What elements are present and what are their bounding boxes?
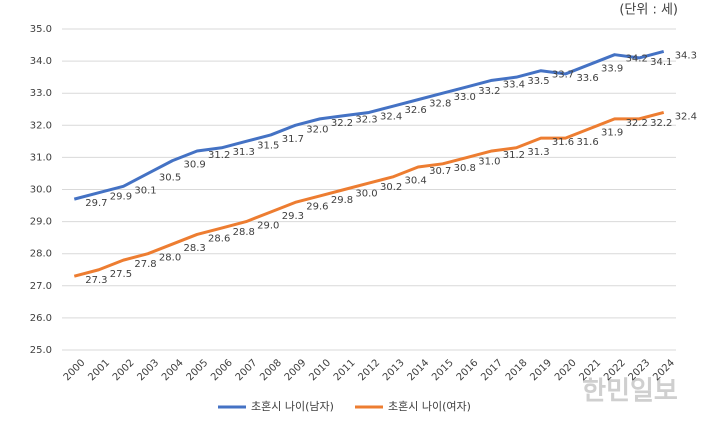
data-label: 34.3 — [675, 50, 697, 61]
data-label: 27.5 — [110, 269, 132, 280]
y-tick-label: 31.0 — [30, 152, 52, 163]
y-tick-label: 28.0 — [30, 249, 52, 260]
y-tick-label: 34.0 — [30, 56, 52, 67]
x-tick-label: 2016 — [455, 357, 481, 383]
x-tick-label: 2009 — [283, 357, 309, 383]
data-label: 31.6 — [576, 137, 598, 148]
data-label: 30.5 — [159, 172, 181, 183]
x-tick-label: 2011 — [332, 357, 358, 383]
data-label: 28.6 — [208, 233, 230, 244]
x-tick-label: 2017 — [479, 357, 505, 383]
data-label: 29.0 — [257, 221, 279, 232]
x-tick-label: 2003 — [135, 357, 161, 383]
data-label: 29.9 — [110, 192, 132, 203]
x-tick-label: 2007 — [234, 357, 260, 383]
data-label: 31.2 — [208, 150, 230, 161]
y-tick-label: 29.0 — [30, 217, 52, 228]
data-label: 31.3 — [233, 147, 255, 158]
data-label: 30.7 — [429, 166, 451, 177]
data-label: 33.4 — [503, 79, 525, 90]
data-label: 29.6 — [306, 201, 328, 212]
data-label: 28.8 — [233, 227, 255, 238]
watermark: 한민일보 — [582, 377, 678, 407]
x-tick-label: 2015 — [430, 357, 456, 383]
data-label: 33.9 — [601, 63, 623, 74]
data-label: 33.0 — [454, 92, 476, 103]
legend-label: 초혼시 나이(여자) — [388, 400, 471, 413]
data-label: 33.6 — [576, 73, 598, 84]
unit-label: (단위 : 세) — [619, 3, 678, 18]
x-tick-label: 2013 — [381, 357, 407, 383]
data-label: 32.3 — [355, 115, 377, 126]
data-label: 32.0 — [306, 124, 328, 135]
data-label: 28.3 — [183, 243, 205, 254]
data-label: 31.7 — [282, 134, 304, 145]
data-label: 28.0 — [159, 253, 181, 264]
data-label: 31.9 — [601, 128, 623, 139]
x-tick-label: 2014 — [406, 357, 432, 383]
data-label: 30.2 — [380, 182, 402, 193]
data-label: 31.3 — [527, 147, 549, 158]
y-tick-label: 35.0 — [30, 24, 52, 35]
data-label: 32.4 — [675, 111, 697, 122]
data-label: 34.2 — [626, 54, 648, 65]
data-label: 31.5 — [257, 140, 279, 151]
data-label: 27.8 — [134, 259, 156, 270]
x-tick-label: 2020 — [553, 357, 579, 383]
x-tick-label: 2008 — [258, 357, 284, 383]
data-label: 30.8 — [454, 163, 476, 174]
legend-label: 초혼시 나이(남자) — [251, 400, 334, 413]
data-label: 30.0 — [355, 189, 377, 200]
data-label: 34.1 — [650, 57, 672, 68]
x-tick-label: 2002 — [111, 357, 137, 383]
data-label: 33.5 — [527, 76, 549, 87]
data-label: 27.3 — [85, 275, 107, 286]
data-label: 32.6 — [405, 105, 427, 116]
data-label: 32.2 — [626, 118, 648, 129]
x-tick-label: 2000 — [62, 357, 88, 383]
data-label: 31.0 — [478, 156, 500, 167]
x-tick-label: 2001 — [86, 357, 112, 383]
x-tick-label: 2019 — [528, 357, 554, 383]
x-tick-label: 2004 — [160, 357, 186, 383]
y-tick-label: 27.0 — [30, 281, 52, 292]
data-label: 31.2 — [503, 150, 525, 161]
line-series — [73, 111, 665, 278]
data-label: 29.7 — [85, 198, 107, 209]
data-label: 29.8 — [331, 195, 353, 206]
data-label: 33.2 — [478, 86, 500, 97]
data-label: 30.1 — [134, 185, 156, 196]
data-label: 32.8 — [429, 99, 451, 110]
data-label: 33.7 — [552, 70, 574, 81]
y-tick-label: 26.0 — [30, 313, 52, 324]
x-tick-label: 2005 — [185, 357, 211, 383]
x-tick-label: 2010 — [307, 357, 333, 383]
data-label: 30.9 — [183, 160, 205, 171]
x-tick-label: 2018 — [504, 357, 530, 383]
y-tick-label: 25.0 — [30, 345, 52, 356]
data-label: 29.3 — [282, 211, 304, 222]
data-label: 32.2 — [331, 118, 353, 129]
line-series — [73, 50, 665, 201]
data-label: 32.2 — [650, 118, 672, 129]
data-label: 32.4 — [380, 111, 402, 122]
data-label: 30.4 — [405, 176, 427, 187]
y-tick-label: 30.0 — [30, 185, 52, 196]
x-tick-label: 2006 — [209, 357, 235, 383]
x-tick-label: 2012 — [356, 357, 382, 383]
data-label: 31.6 — [552, 137, 574, 148]
y-tick-label: 32.0 — [30, 120, 52, 131]
y-tick-label: 33.0 — [30, 88, 52, 99]
